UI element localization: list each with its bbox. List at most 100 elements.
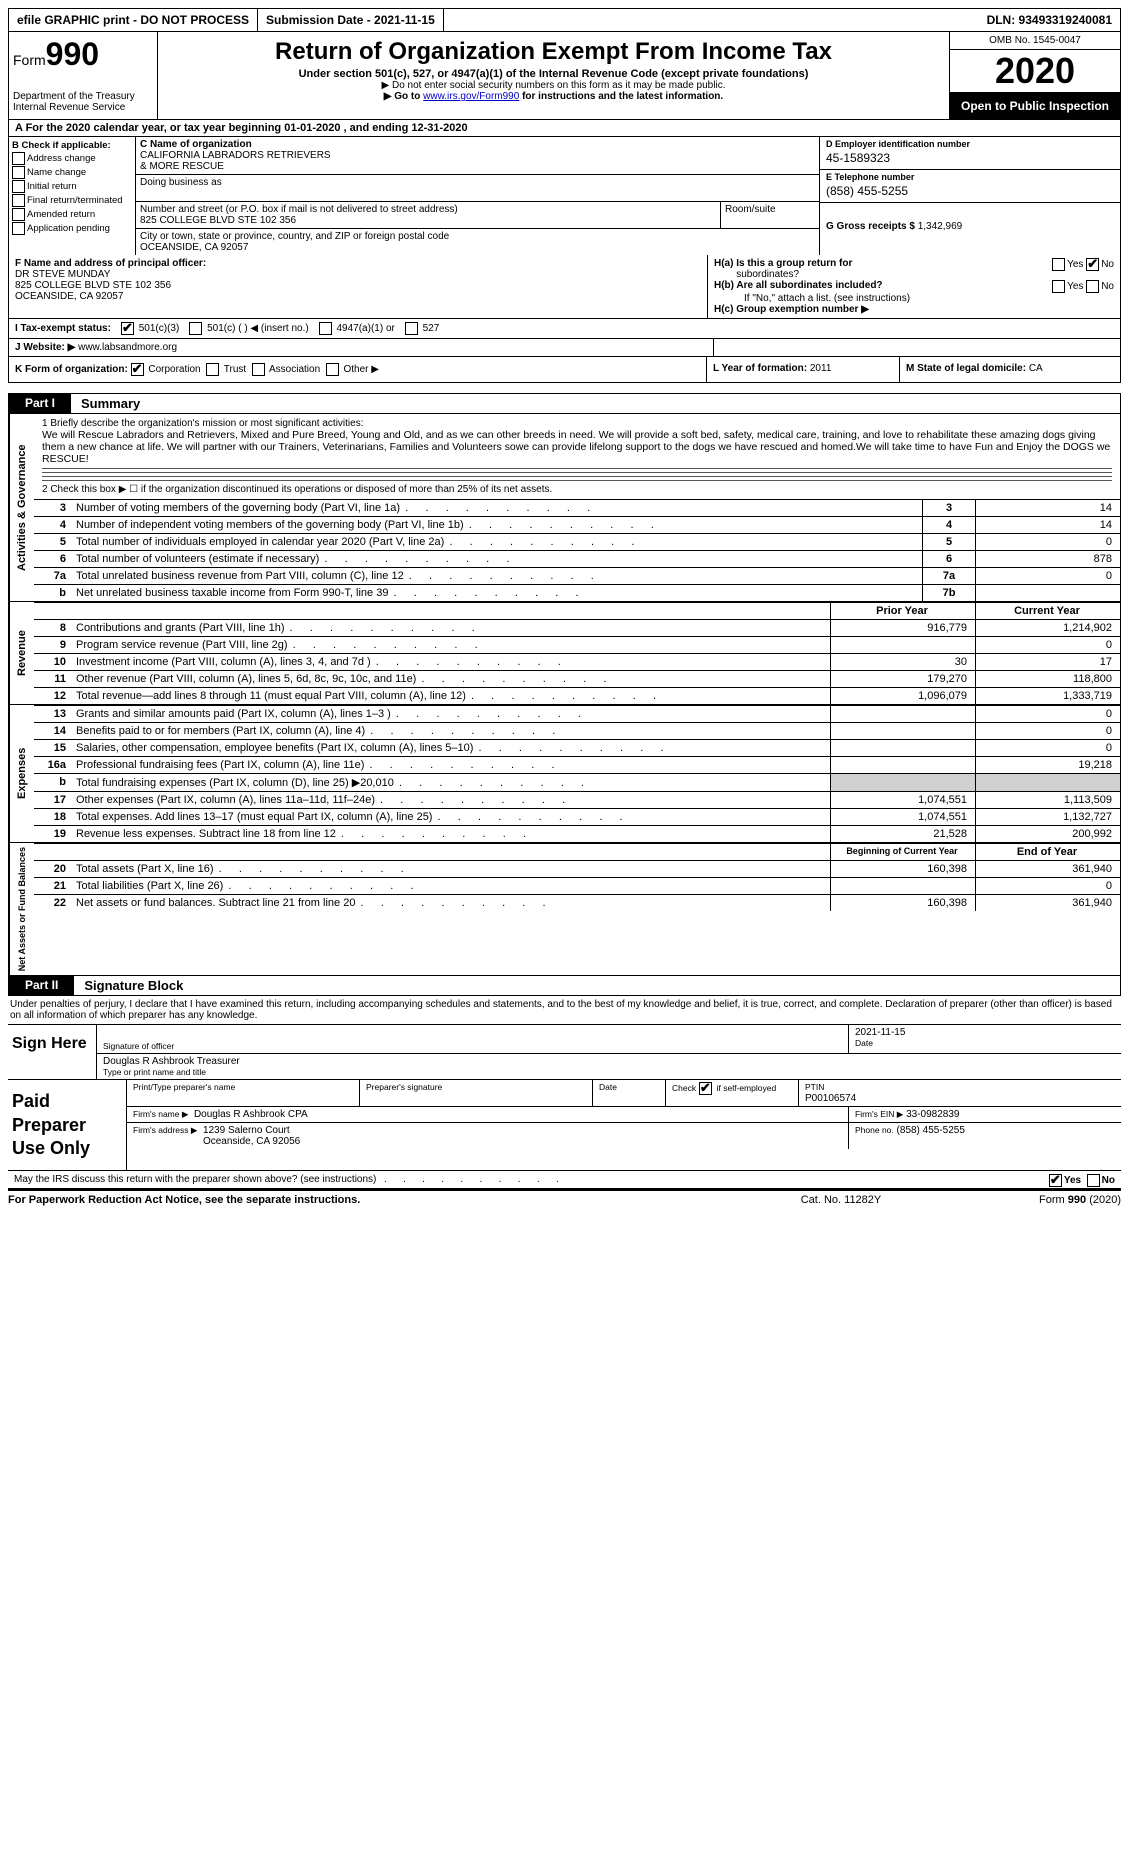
header-mid: Return of Organization Exempt From Incom… bbox=[158, 32, 949, 119]
cb-501c[interactable] bbox=[189, 322, 202, 335]
org-name: CALIFORNIA LABRADORS RETRIEVERS & MORE R… bbox=[140, 150, 331, 172]
gross-value: 1,342,969 bbox=[918, 221, 963, 232]
irs-link[interactable]: www.irs.gov/Form990 bbox=[423, 91, 519, 102]
table-revenue: Prior YearCurrent Year8Contributions and… bbox=[34, 602, 1120, 704]
ha-label2: subordinates? bbox=[736, 269, 799, 280]
footer-right: Form 990 (2020) bbox=[941, 1194, 1121, 1206]
row-fh: F Name and address of principal officer:… bbox=[8, 255, 1121, 319]
ha-no[interactable] bbox=[1086, 258, 1099, 271]
mission-q2: 2 Check this box ▶ ☐ if the organization… bbox=[42, 484, 1112, 495]
table-net: Beginning of Current YearEnd of Year20To… bbox=[34, 843, 1120, 911]
prep-sig-label: Preparer's signature bbox=[366, 1082, 442, 1092]
section-net: Net Assets or Fund Balances Beginning of… bbox=[8, 843, 1121, 976]
hb-yes[interactable] bbox=[1052, 280, 1065, 293]
efile-label: efile GRAPHIC print - DO NOT PROCESS bbox=[9, 9, 258, 31]
col-c-org: C Name of organization CALIFORNIA LABRAD… bbox=[136, 137, 819, 255]
sig-name: Douglas R Ashbrook Treasurer bbox=[103, 1056, 1115, 1067]
irs-no[interactable] bbox=[1087, 1174, 1100, 1187]
section-activities: Activities & Governance 1 Briefly descri… bbox=[8, 414, 1121, 602]
website-value: www.labsandmore.org bbox=[78, 342, 177, 353]
side-exp: Expenses bbox=[9, 705, 34, 842]
form-note-1: ▶ Do not enter social security numbers o… bbox=[166, 80, 941, 91]
check-label: Check bbox=[672, 1083, 696, 1093]
open-inspection: Open to Public Inspection bbox=[950, 93, 1120, 119]
dln: DLN: 93493319240081 bbox=[979, 9, 1120, 31]
m-label: M State of legal domicile: bbox=[906, 363, 1026, 374]
cb-4947[interactable] bbox=[319, 322, 332, 335]
part2-title: Signature Block bbox=[74, 976, 193, 995]
officer-addr1: 825 COLLEGE BLVD STE 102 356 bbox=[15, 280, 171, 291]
l-label: L Year of formation: bbox=[713, 363, 807, 374]
form-header: Form990 Department of the Treasury Inter… bbox=[8, 32, 1121, 120]
row-a-tax-year: A For the 2020 calendar year, or tax yea… bbox=[8, 120, 1121, 137]
ein-label: D Employer identification number bbox=[826, 139, 1114, 149]
k-label: K Form of organization: bbox=[15, 364, 128, 375]
form-note-2: ▶ Go to www.irs.gov/Form990 for instruct… bbox=[166, 91, 941, 102]
prep-name-label: Print/Type preparer's name bbox=[133, 1082, 235, 1092]
part1-title: Summary bbox=[71, 394, 150, 413]
sig-date-label: Date bbox=[855, 1038, 1115, 1048]
irs-discuss-row: May the IRS discuss this return with the… bbox=[8, 1171, 1121, 1189]
firm-name: Douglas R Ashbrook CPA bbox=[194, 1109, 308, 1120]
l-value: 2011 bbox=[810, 363, 832, 374]
form-number: Form990 bbox=[13, 36, 153, 73]
row-k: K Form of organization: Corporation Trus… bbox=[8, 357, 1121, 383]
cb-final-return[interactable]: Final return/terminated bbox=[12, 194, 132, 207]
sign-here-label: Sign Here bbox=[8, 1025, 96, 1079]
cb-527[interactable] bbox=[405, 322, 418, 335]
note2-prefix: ▶ Go to bbox=[384, 91, 423, 102]
cb-initial-return[interactable]: Initial return bbox=[12, 180, 132, 193]
side-ag: Activities & Governance bbox=[9, 414, 34, 601]
cb-501c3[interactable] bbox=[121, 322, 134, 335]
mission-text: We will Rescue Labradors and Retrievers,… bbox=[42, 429, 1112, 465]
ha-yes[interactable] bbox=[1052, 258, 1065, 271]
city-label: City or town, state or province, country… bbox=[140, 231, 449, 242]
part1-header: Part I Summary bbox=[8, 393, 1121, 414]
irs-yes[interactable] bbox=[1049, 1174, 1062, 1187]
part1-tag: Part I bbox=[9, 394, 71, 413]
form-title: Return of Organization Exempt From Incom… bbox=[166, 38, 941, 66]
phone-value: (858) 455-5255 bbox=[897, 1125, 965, 1136]
sig-intro: Under penalties of perjury, I declare th… bbox=[8, 996, 1121, 1025]
officer-label: F Name and address of principal officer: bbox=[15, 258, 206, 269]
cb-other[interactable] bbox=[326, 363, 339, 376]
ha-label: H(a) Is this a group return for bbox=[714, 258, 852, 269]
officer-addr2: OCEANSIDE, CA 92057 bbox=[15, 291, 123, 302]
cb-amended[interactable]: Amended return bbox=[12, 208, 132, 221]
side-net: Net Assets or Fund Balances bbox=[9, 843, 34, 975]
website-label: J Website: ▶ bbox=[15, 342, 75, 353]
tel-label: E Telephone number bbox=[826, 172, 1114, 182]
side-rev: Revenue bbox=[9, 602, 34, 704]
cb-corp[interactable] bbox=[131, 363, 144, 376]
hb-label: H(b) Are all subordinates included? bbox=[714, 280, 883, 291]
firm-ein: 33-0982839 bbox=[906, 1109, 959, 1120]
cb-assoc[interactable] bbox=[252, 363, 265, 376]
phone-label: Phone no. bbox=[855, 1125, 894, 1135]
hb-no[interactable] bbox=[1086, 280, 1099, 293]
tel-value: (858) 455-5255 bbox=[826, 182, 1114, 200]
sign-here-row: Sign Here Signature of officer 2021-11-1… bbox=[8, 1025, 1121, 1080]
form-subtitle: Under section 501(c), 527, or 4947(a)(1)… bbox=[166, 68, 941, 80]
hb-note: If "No," attach a list. (see instruction… bbox=[714, 293, 1114, 304]
dept-label: Department of the Treasury Internal Reve… bbox=[13, 91, 153, 113]
firm-addr-label: Firm's address ▶ bbox=[133, 1125, 197, 1135]
cb-app-pending[interactable]: Application pending bbox=[12, 222, 132, 235]
part2-tag: Part II bbox=[9, 976, 74, 995]
header-left: Form990 Department of the Treasury Inter… bbox=[9, 32, 158, 119]
ptin-label: PTIN bbox=[805, 1082, 824, 1092]
footer: For Paperwork Reduction Act Notice, see … bbox=[8, 1189, 1121, 1206]
addr-value: 825 COLLEGE BLVD STE 102 356 bbox=[140, 215, 296, 226]
cb-self-employed[interactable] bbox=[699, 1082, 712, 1095]
addr-label: Number and street (or P.O. box if mail i… bbox=[140, 204, 458, 215]
tax-exempt-status: I Tax-exempt status: 501(c)(3) 501(c) ( … bbox=[8, 319, 1121, 339]
ptin-value: P00106574 bbox=[805, 1093, 856, 1104]
mission-q1: 1 Briefly describe the organization's mi… bbox=[42, 418, 1112, 429]
footer-mid: Cat. No. 11282Y bbox=[741, 1194, 941, 1206]
cb-address-change[interactable]: Address change bbox=[12, 152, 132, 165]
header-right: OMB No. 1545-0047 2020 Open to Public In… bbox=[949, 32, 1120, 119]
cb-name-change[interactable]: Name change bbox=[12, 166, 132, 179]
info-block: B Check if applicable: Address change Na… bbox=[8, 137, 1121, 255]
cb-trust[interactable] bbox=[206, 363, 219, 376]
sig-date-value: 2021-11-15 bbox=[855, 1027, 1115, 1038]
mission-block: 1 Briefly describe the organization's mi… bbox=[34, 414, 1120, 499]
